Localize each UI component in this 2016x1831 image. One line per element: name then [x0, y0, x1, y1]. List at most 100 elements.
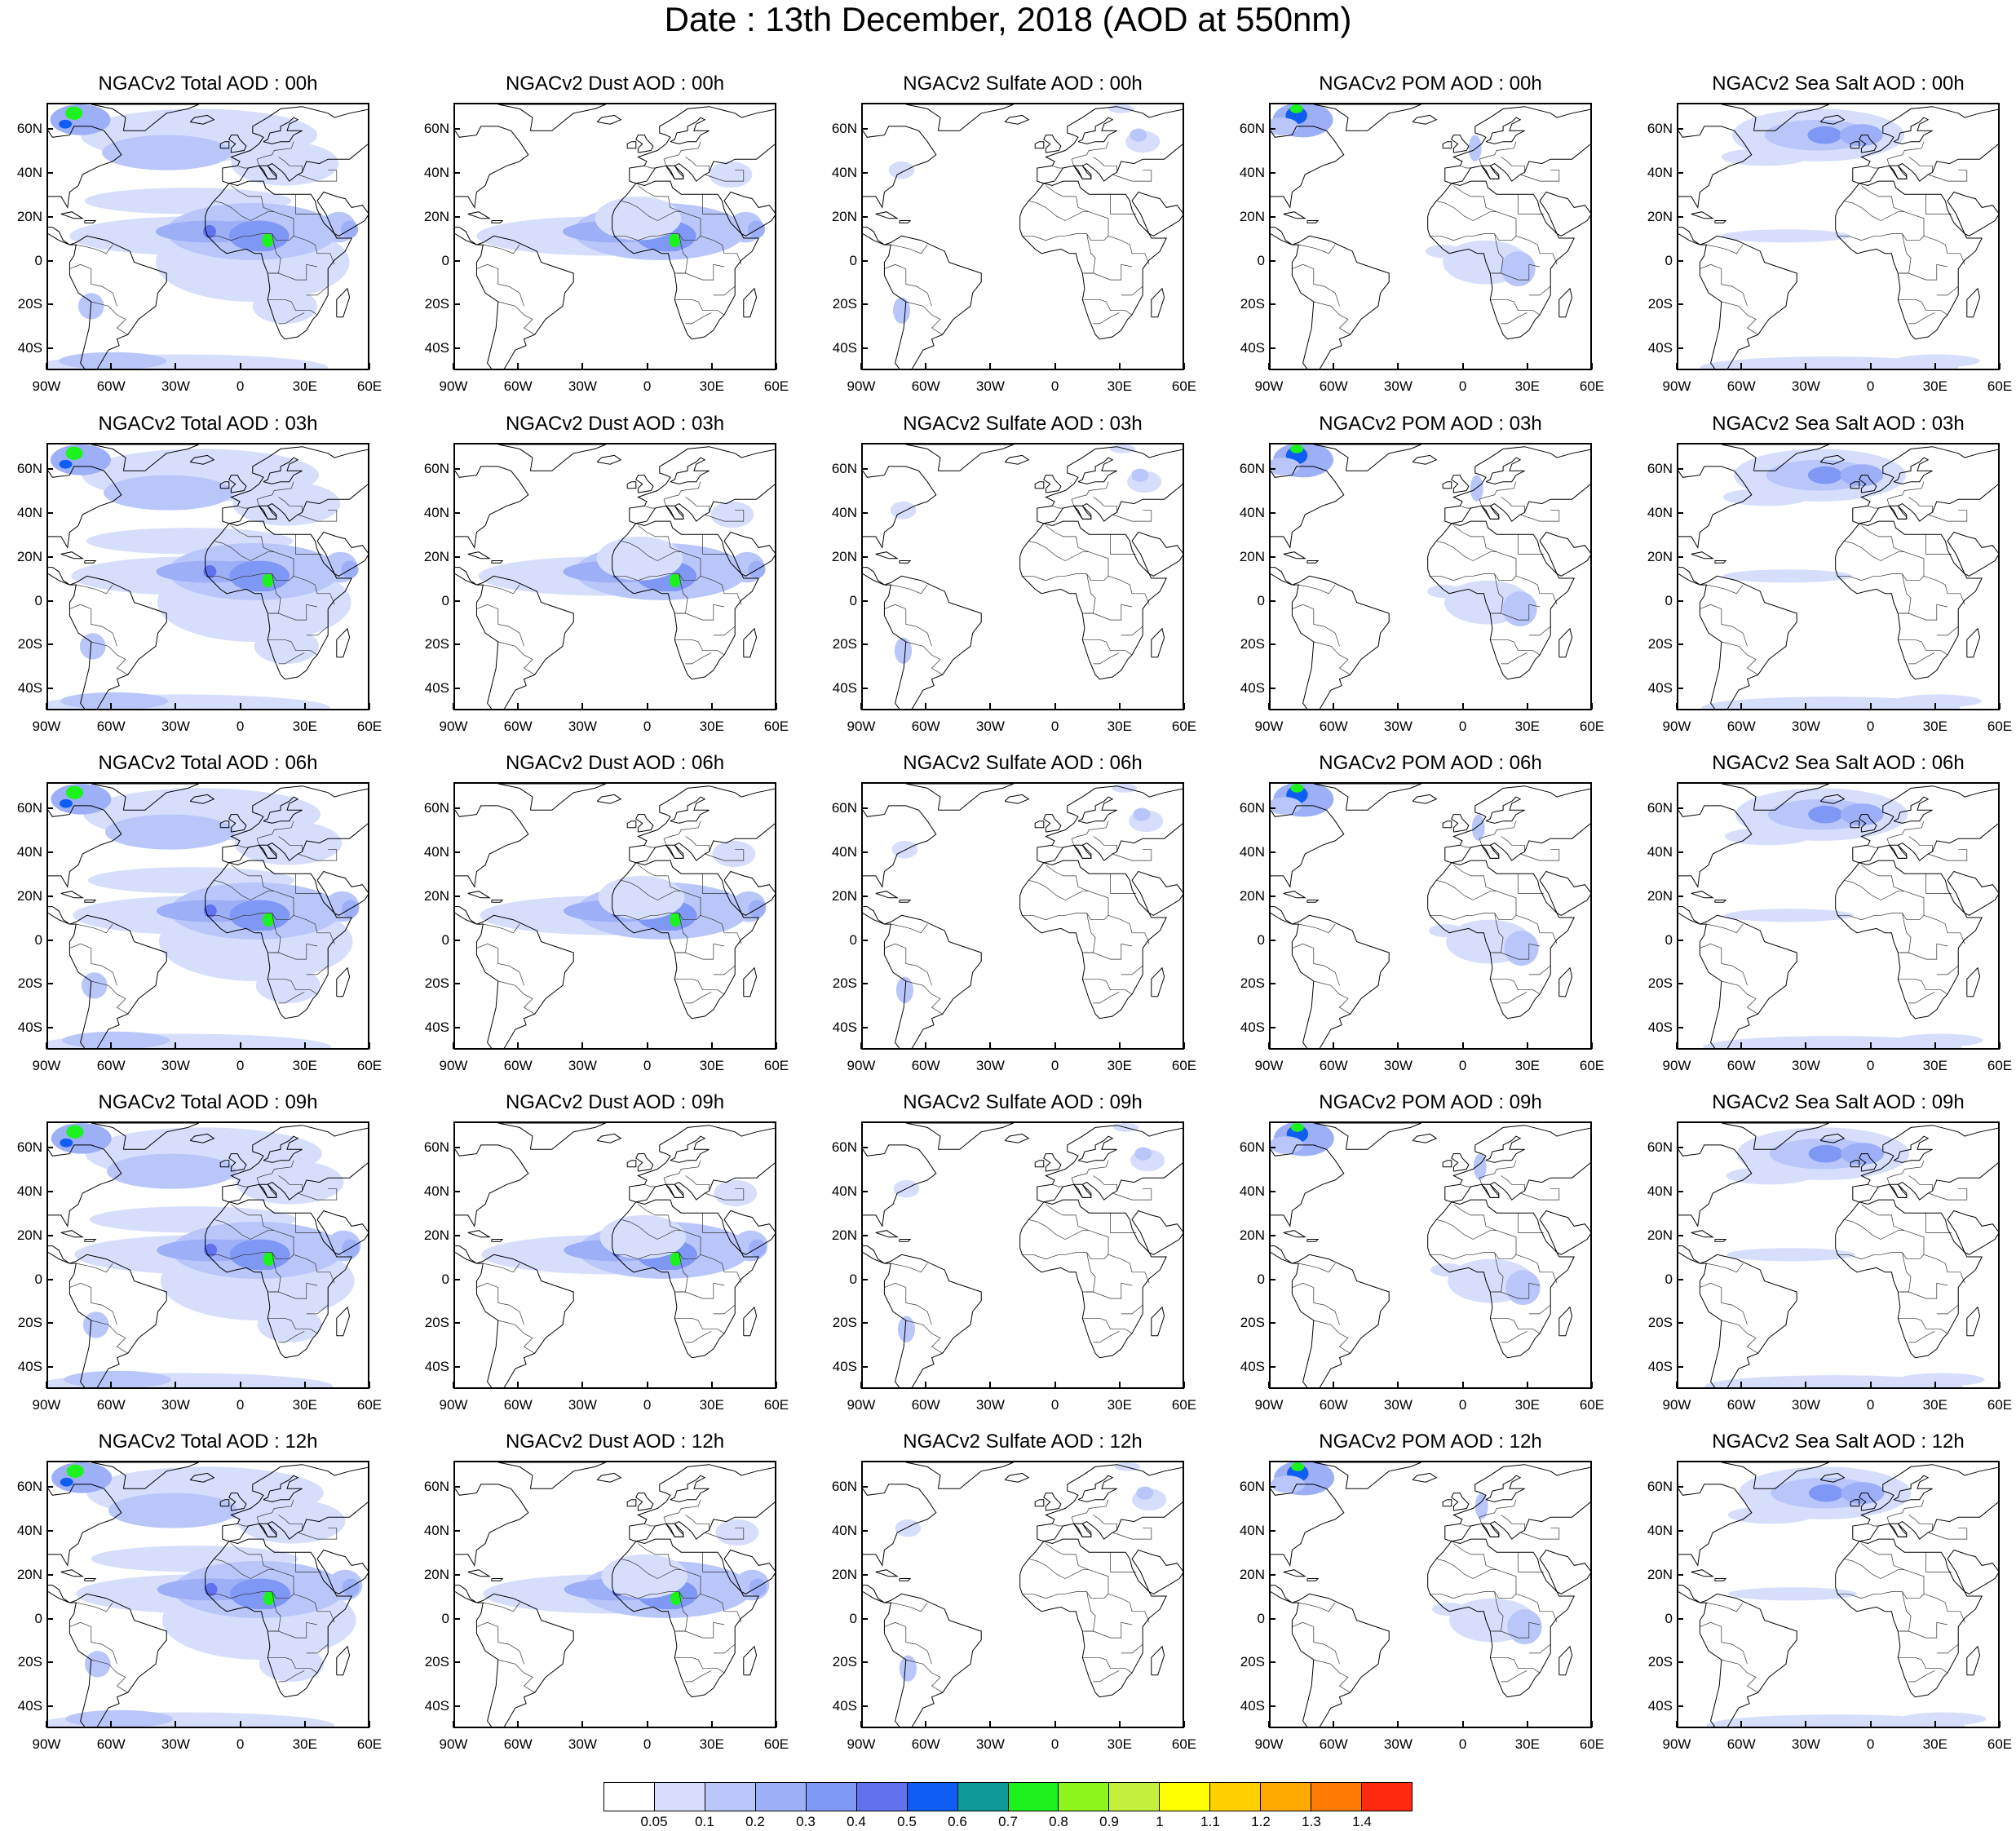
lon-tick	[1999, 363, 2001, 369]
coastline	[1019, 1538, 1168, 1698]
lat-tick	[1269, 1617, 1275, 1620]
coastline	[189, 794, 215, 804]
country-borders	[476, 1499, 745, 1693]
coastline	[1819, 1133, 1846, 1143]
coastline	[1412, 794, 1438, 804]
lon-tick	[860, 363, 862, 369]
coastline	[1442, 1160, 1452, 1168]
panel-title: NGACv2 Sulfate AOD : 12h	[903, 1431, 1143, 1453]
coastline	[863, 466, 937, 549]
country-border	[1721, 301, 1758, 335]
country-border	[278, 836, 303, 852]
lat-tick	[46, 644, 53, 646]
coastline	[263, 117, 303, 144]
lat-tick	[46, 688, 53, 690]
country-border	[1112, 1528, 1152, 1540]
coastline	[905, 444, 1014, 471]
country-border	[1886, 141, 1925, 166]
coastline	[1412, 114, 1438, 125]
country-borders	[476, 1160, 745, 1354]
lat-tick	[861, 939, 868, 941]
aod-contour-fill	[1271, 458, 1301, 475]
lon-tick	[303, 1721, 306, 1727]
coastlines	[48, 104, 368, 369]
map-frame	[1677, 443, 2000, 710]
coastline	[189, 114, 215, 125]
coastline	[1889, 1183, 1908, 1198]
aod-contour-fill	[1507, 1609, 1542, 1645]
country-border	[1518, 534, 1545, 555]
country-border	[1084, 1252, 1096, 1293]
coastline	[1481, 505, 1500, 520]
lon-tick	[1333, 1721, 1335, 1727]
coastline	[1073, 844, 1092, 859]
colorbar-box	[705, 1783, 756, 1811]
aod-contour-fill	[892, 297, 911, 324]
lat-tick-label: 0	[849, 1271, 857, 1287]
lon-tick-label: 60W	[1726, 1058, 1756, 1073]
country-border	[1490, 263, 1541, 281]
country-border	[306, 626, 329, 636]
country-border	[1908, 1670, 1935, 1683]
lat-tick	[453, 1234, 460, 1236]
coastline	[60, 551, 84, 559]
map-frame	[1269, 782, 1592, 1050]
lat-tick-label: 0	[1665, 592, 1673, 608]
lat-tick-label: 0	[441, 592, 449, 608]
lon-tick-label: 0	[1050, 378, 1059, 394]
country-border	[91, 1320, 128, 1354]
panel-title: NGACv2 Sulfate AOD : 09h	[903, 1091, 1143, 1113]
lon-tick	[1676, 1382, 1678, 1388]
coastline	[455, 805, 529, 888]
panel-title: NGACv2 Dust AOD : 00h	[505, 73, 725, 95]
lat-tick-label: 40N	[1239, 1183, 1265, 1200]
country-border	[1898, 1621, 1948, 1639]
coastline	[1442, 820, 1452, 829]
country-border	[674, 943, 725, 960]
coastline	[336, 1645, 351, 1676]
country-border	[1112, 849, 1152, 861]
colorbar-label: 0.05	[640, 1814, 668, 1829]
aod-contour-fill	[262, 233, 274, 248]
coastline	[48, 805, 122, 888]
country-borders	[69, 820, 338, 1015]
map-panel-dust-00h: NGACv2 Dust AOD : 00h 60N 40N 20N 0 20S 40S 90W…	[407, 72, 815, 398]
country-border	[905, 641, 943, 675]
country-border	[306, 285, 329, 296]
country-border	[256, 820, 294, 846]
lat-tick-label: 40S	[17, 1019, 42, 1036]
lon-tick	[1740, 703, 1743, 710]
lat-tick	[453, 807, 460, 810]
aod-contour-fill	[263, 1252, 275, 1267]
coastline	[1271, 805, 1345, 888]
lon-tick-label: 60W	[96, 719, 126, 734]
lat-tick-label: 40S	[1240, 1019, 1265, 1036]
country-border	[1908, 1515, 1933, 1531]
coastline	[1444, 1125, 1590, 1203]
aod-map	[1678, 784, 1998, 1048]
aod-contour-fill	[1724, 909, 1855, 922]
coastline	[455, 1484, 529, 1567]
aod-contour-fill	[1722, 488, 1810, 506]
aod-contour-fill	[596, 536, 683, 581]
coastline	[259, 505, 277, 520]
country-border	[905, 980, 943, 1015]
panel-title: NGACv2 Total AOD : 12h	[98, 1431, 318, 1453]
lat-tick-label: 0	[849, 1610, 857, 1626]
country-border	[663, 481, 701, 506]
lat-tick-label: 20N	[1239, 208, 1265, 224]
country-border	[1868, 1523, 1879, 1527]
coastline	[1131, 191, 1183, 237]
aod-contour-fill	[715, 1519, 759, 1546]
aod-contour-fill	[1899, 1712, 1987, 1726]
country-border	[476, 1282, 524, 1325]
lat-tick-label: 20S	[424, 1654, 449, 1670]
coastline	[1893, 1135, 1933, 1163]
lon-tick	[925, 1042, 927, 1049]
lat-tick	[1677, 1147, 1683, 1149]
aod-field	[483, 1519, 770, 1618]
map-frame	[1269, 103, 1592, 370]
country-border	[1052, 1523, 1063, 1527]
lon-tick-label: 60W	[503, 1397, 533, 1413]
lat-tick-label: 40S	[832, 1698, 857, 1714]
